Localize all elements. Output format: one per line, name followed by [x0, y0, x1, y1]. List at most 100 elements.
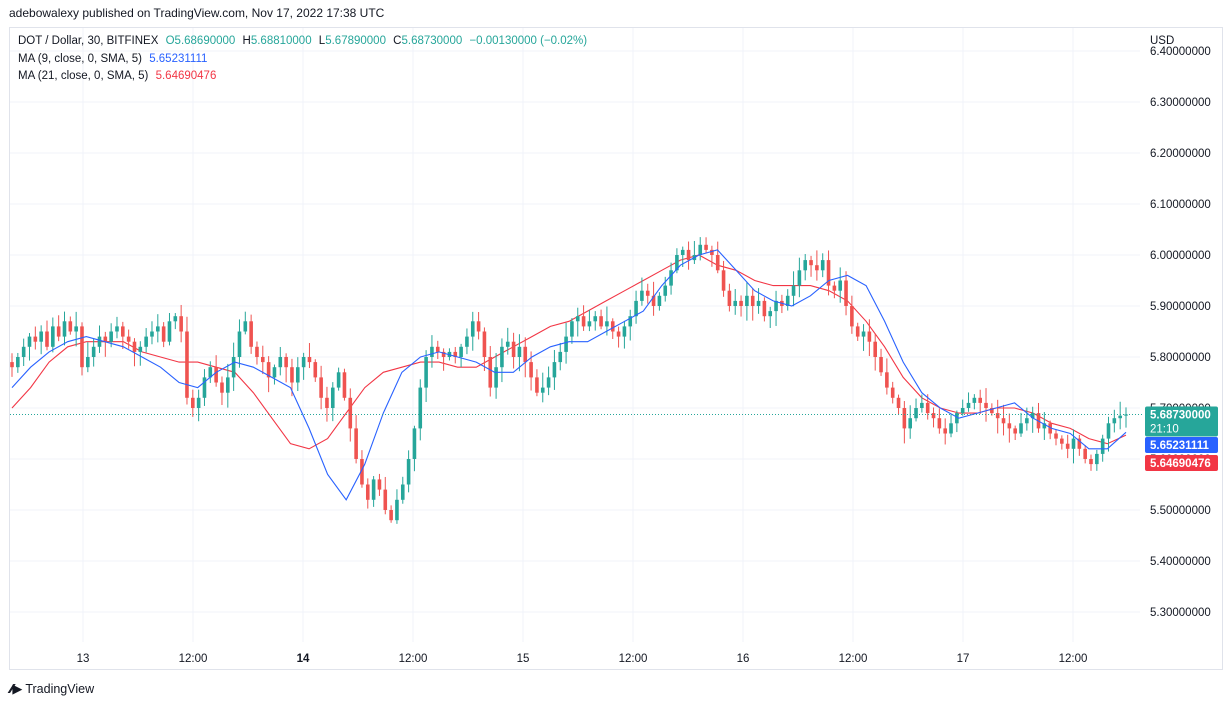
candle-body — [955, 413, 959, 424]
candle-body — [435, 346, 440, 352]
candle-body — [686, 249, 691, 261]
legend-symbol[interactable]: DOT / Dollar, 30, BITFINEX — [18, 35, 159, 47]
price-tick-label: 6.40000000 — [1150, 46, 1211, 58]
legend-ma9-value: 5.65231111 — [149, 53, 208, 65]
candle-body — [622, 326, 627, 337]
candle-body — [173, 316, 178, 322]
candle-body — [103, 336, 108, 342]
candle-body — [896, 397, 901, 408]
candle-body — [97, 336, 102, 347]
legend-open-value: 5.68690000 — [174, 35, 236, 47]
legend-close-value: 5.68730000 — [401, 35, 463, 47]
candle-body — [470, 321, 475, 337]
candle-body — [290, 367, 294, 383]
candle-body — [226, 377, 230, 393]
candle-body — [10, 362, 14, 368]
candle-body — [931, 413, 936, 419]
candle-body — [640, 290, 644, 301]
candle-body — [984, 402, 988, 408]
legend-close-label: C — [393, 35, 402, 47]
candle-body — [575, 316, 580, 322]
candle-body — [885, 372, 889, 388]
candle-body — [908, 418, 912, 429]
candle-body — [144, 336, 148, 347]
chart-grid — [10, 28, 1140, 642]
candle-body — [121, 326, 125, 337]
candle-body — [890, 387, 895, 398]
candle-body — [558, 351, 563, 363]
candle-body — [266, 362, 271, 378]
candle-body — [179, 316, 183, 332]
price-tick-label: 6.20000000 — [1150, 148, 1211, 160]
last-price-label-text: 21:10 — [1150, 423, 1179, 435]
candle-body — [546, 377, 551, 388]
ma21-price-label-text: 5.64690476 — [1150, 458, 1211, 470]
candle-body — [943, 428, 947, 434]
candle-body — [1065, 443, 1070, 449]
tradingview-logo-icon: ⁄⁄▶ — [10, 681, 22, 696]
candle-body — [319, 377, 323, 398]
candle-body — [39, 331, 43, 342]
candle-body — [272, 367, 277, 378]
time-tick-label: 17 — [957, 653, 970, 665]
ma9-line — [11, 249, 1127, 501]
candle-body — [1042, 423, 1047, 429]
candle-body — [231, 357, 236, 378]
candle-body — [1071, 438, 1076, 449]
candle-body — [336, 372, 341, 388]
candle-body — [150, 331, 154, 337]
candle-body — [1112, 418, 1117, 424]
legend-ma21[interactable]: MA (21, close, 0, SMA, 5) 5.64690476 — [18, 70, 220, 82]
candle-body — [33, 336, 38, 342]
candle-body — [599, 316, 603, 327]
candle-body — [330, 387, 335, 408]
candle-body — [593, 316, 598, 322]
candle-body — [348, 397, 353, 429]
candle-body — [56, 326, 61, 337]
candle-body — [820, 260, 825, 271]
candle-body — [459, 346, 463, 357]
price-labels: 5.68730000 21:10 5.65231111 5.64690476 — [1145, 406, 1218, 471]
candle-body — [855, 326, 860, 337]
candle-body — [727, 290, 732, 306]
candle-body — [360, 459, 364, 485]
last-price-label: 5.68730000 21:10 — [1145, 406, 1218, 437]
candle-body — [45, 331, 49, 347]
candles-layer — [10, 237, 1128, 524]
candle-body — [966, 402, 971, 408]
candle-body — [1100, 438, 1105, 454]
time-tick-label: 12:00 — [839, 653, 868, 665]
candle-body — [616, 331, 621, 337]
candle-body — [879, 357, 883, 373]
candle-body — [564, 336, 568, 352]
candle-body — [920, 402, 924, 408]
time-tick-label: 12:00 — [399, 653, 428, 665]
ma21-price-label-bg — [1145, 455, 1218, 471]
price-tick-label: 5.90000000 — [1150, 301, 1211, 313]
candle-body — [809, 260, 813, 266]
candle-body — [663, 285, 668, 296]
candle-body — [610, 321, 615, 332]
chart-frame[interactable] — [9, 27, 1223, 670]
legend-ma9[interactable]: MA (9, close, 0, SMA, 5) 5.65231111 — [18, 53, 211, 65]
candle-body — [803, 260, 808, 271]
candle-body — [237, 331, 242, 357]
candle-body — [441, 351, 446, 357]
candle-body — [925, 402, 930, 414]
time-tick-label: 12:00 — [619, 653, 648, 665]
candle-body — [832, 285, 837, 291]
candle-body — [861, 331, 866, 337]
candle-body — [418, 387, 423, 429]
candle-body — [675, 255, 679, 271]
candle-body — [196, 397, 201, 408]
candle-body — [797, 270, 802, 286]
candle-body — [733, 300, 738, 306]
candle-body — [62, 321, 67, 337]
candle-body — [389, 510, 393, 521]
candle-body — [1089, 459, 1093, 465]
currency-label: USD — [1150, 35, 1174, 47]
legend-ma9-label: MA (9, close, 0, SMA, 5) — [18, 53, 142, 65]
footer-brand[interactable]: ⁄⁄▶ TradingView — [10, 681, 94, 697]
candle-body — [902, 408, 907, 429]
